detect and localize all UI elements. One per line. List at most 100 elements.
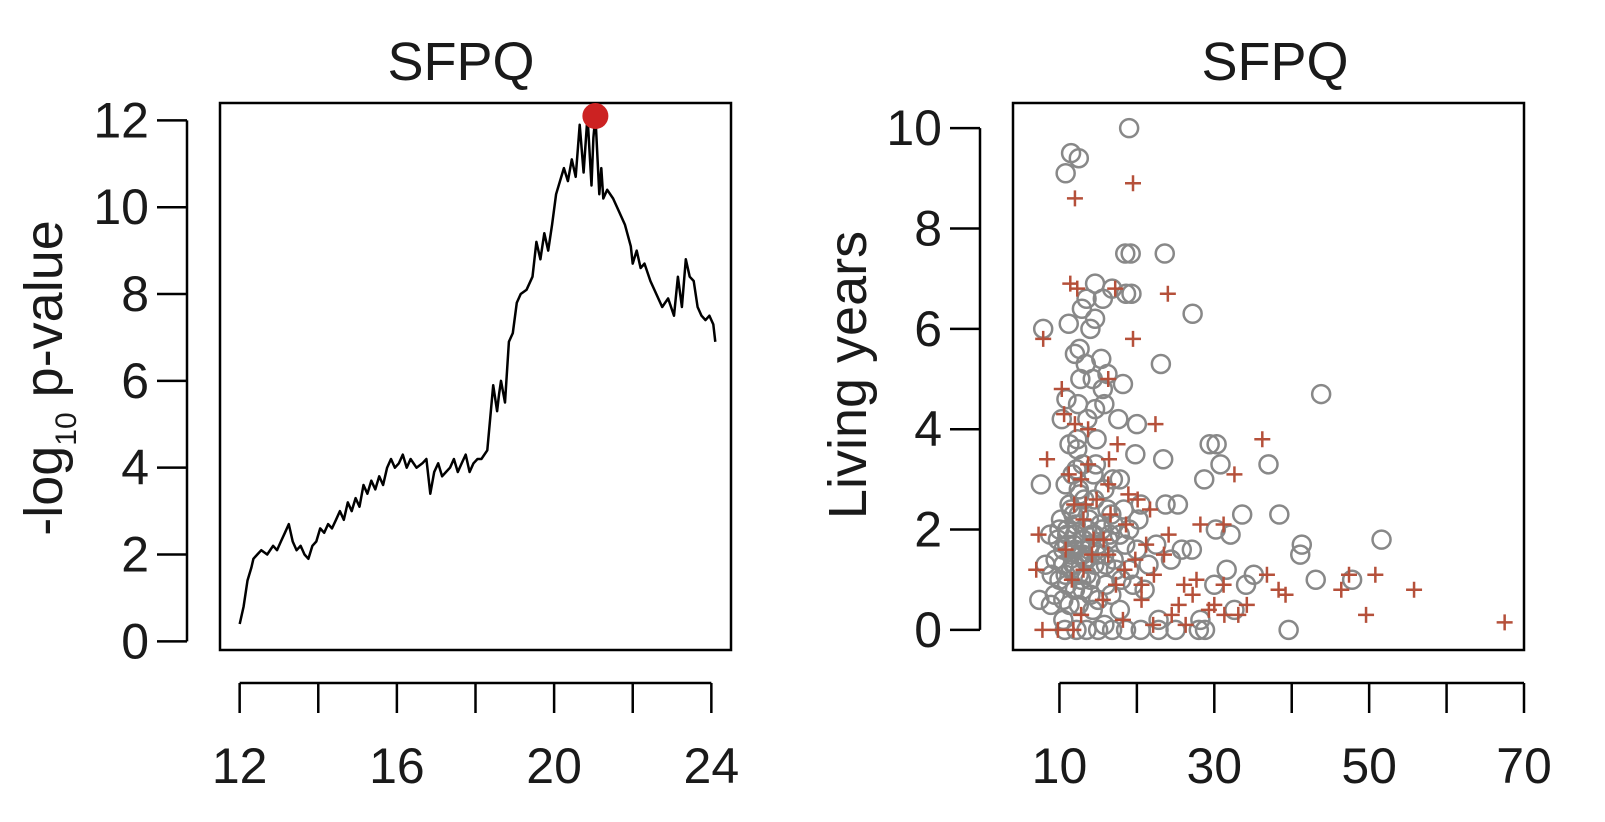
left-highlight-marker bbox=[582, 103, 609, 130]
scatter-point-plus bbox=[1367, 566, 1384, 583]
scatter-point-circle bbox=[1258, 454, 1279, 475]
scatter-point-plus bbox=[1226, 466, 1243, 483]
scatter-point-plus bbox=[1075, 511, 1092, 528]
scatter-point-circle bbox=[1118, 117, 1140, 139]
scatter-point-plus bbox=[1133, 591, 1150, 608]
scatter-point-plus bbox=[1170, 596, 1187, 613]
scatter-point-circle bbox=[1101, 619, 1123, 641]
scatter-point-circle bbox=[1194, 619, 1216, 641]
scatter-point-circle bbox=[1269, 504, 1290, 525]
left-y-axis: 0 2 4 6 8 10 12 bbox=[93, 92, 189, 669]
scatter-point-circle bbox=[1115, 243, 1136, 264]
left-y-axis-label: -log10 p-value bbox=[14, 220, 83, 536]
scatter-point-circle bbox=[1071, 298, 1093, 320]
scatter-point-plus bbox=[1133, 576, 1150, 593]
scatter-point-plus bbox=[1184, 586, 1201, 603]
right-x-axis: 10 30 50 70 bbox=[1032, 681, 1552, 794]
left-x-axis: 12 16 20 24 bbox=[212, 681, 739, 794]
scatter-point-plus bbox=[1215, 576, 1232, 593]
scatter-point-plus bbox=[1258, 566, 1275, 583]
left-x-tick-label: 20 bbox=[526, 738, 582, 794]
scatter-point-circle bbox=[1291, 534, 1313, 555]
scatter-point-circle bbox=[1109, 469, 1131, 490]
scatter-point-plus bbox=[1188, 571, 1205, 588]
right-scatter-points bbox=[1028, 117, 1513, 641]
scatter-point-plus bbox=[1083, 546, 1100, 563]
scatter-point-circle bbox=[1040, 594, 1062, 616]
scatter-point-plus bbox=[1053, 381, 1070, 398]
scatter-point-plus bbox=[1120, 486, 1137, 503]
left-x-tick-label: 12 bbox=[212, 738, 268, 794]
scatter-point-plus bbox=[1176, 576, 1193, 593]
scatter-point-plus bbox=[1069, 280, 1086, 297]
scatter-point-plus bbox=[1125, 330, 1142, 347]
left-y-tick-label: 8 bbox=[121, 266, 149, 322]
scatter-point-circle bbox=[1068, 564, 1090, 585]
scatter-point-circle bbox=[1058, 313, 1079, 335]
peak-point bbox=[582, 103, 609, 130]
scatter-point-circle bbox=[1278, 619, 1299, 641]
scatter-point-plus bbox=[1035, 330, 1052, 347]
right-y-tick-label: 0 bbox=[914, 602, 942, 658]
scatter-point-circle bbox=[1210, 454, 1231, 475]
scatter-point-plus bbox=[1341, 566, 1358, 583]
scatter-point-circle bbox=[1030, 474, 1052, 495]
scatter-point-plus bbox=[1073, 606, 1090, 623]
scatter-point-circle bbox=[1076, 564, 1097, 585]
left-plot-frame bbox=[218, 101, 733, 652]
scatter-point-circle bbox=[1305, 569, 1326, 590]
scatter-point-plus bbox=[1101, 451, 1118, 468]
scatter-point-plus bbox=[1077, 496, 1094, 513]
scatter-point-plus bbox=[1118, 516, 1135, 533]
scatter-point-circle bbox=[1341, 569, 1363, 590]
scatter-point-plus bbox=[1080, 421, 1097, 438]
scatter-point-plus bbox=[1107, 280, 1124, 297]
scatter-point-circle bbox=[1310, 383, 1332, 405]
scatter-point-plus bbox=[1116, 561, 1133, 578]
scatter-point-plus bbox=[1100, 546, 1117, 563]
scatter-point-circle bbox=[1076, 288, 1097, 309]
scatter-point-circle bbox=[1084, 308, 1106, 330]
scatter-point-circle bbox=[1126, 413, 1148, 435]
scatter-point-plus bbox=[1088, 491, 1105, 508]
scatter-point-circle bbox=[1235, 574, 1257, 596]
scatter-point-circle bbox=[1056, 534, 1078, 555]
scatter-point-circle bbox=[1182, 303, 1203, 325]
scatter-point-circle bbox=[1150, 353, 1172, 375]
scatter-point-circle bbox=[1115, 283, 1137, 304]
scatter-point-circle bbox=[1199, 433, 1220, 455]
scatter-point-circle bbox=[1120, 243, 1141, 264]
scatter-point-circle bbox=[1167, 494, 1189, 515]
right-x-tick-label: 10 bbox=[1032, 738, 1088, 794]
scatter-point-circle bbox=[1050, 509, 1072, 530]
right-plot-frame bbox=[1011, 101, 1526, 652]
scatter-point-plus bbox=[1034, 621, 1051, 638]
scatter-point-plus bbox=[1216, 606, 1233, 623]
scatter-point-circle bbox=[1148, 609, 1169, 631]
scatter-point-circle bbox=[1070, 368, 1091, 390]
scatter-point-plus bbox=[1075, 561, 1092, 578]
scatter-point-plus bbox=[1163, 606, 1180, 623]
scatter-point-plus bbox=[1254, 431, 1271, 448]
scatter-point-circle bbox=[1086, 428, 1107, 450]
scatter-point-circle bbox=[1068, 147, 1090, 169]
scatter-point-circle bbox=[1064, 343, 1086, 365]
scatter-point-plus bbox=[1028, 561, 1045, 578]
right-x-tick-label: 70 bbox=[1496, 738, 1552, 794]
scatter-point-circle bbox=[1125, 444, 1146, 465]
right-x-tick-label: 30 bbox=[1186, 738, 1242, 794]
left-y-tick-label: 4 bbox=[121, 440, 149, 496]
scatter-point-plus bbox=[1102, 506, 1119, 523]
scatter-point-circle bbox=[1224, 599, 1245, 621]
scatter-point-circle bbox=[1165, 619, 1186, 641]
scatter-point-plus bbox=[1333, 581, 1350, 598]
left-y-tick-label: 10 bbox=[93, 179, 149, 235]
scatter-point-plus bbox=[1177, 616, 1194, 633]
scatter-point-plus bbox=[1065, 621, 1082, 638]
scatter-point-plus bbox=[1192, 516, 1209, 533]
scatter-point-plus bbox=[1100, 371, 1117, 388]
scatter-point-circle bbox=[1134, 579, 1155, 601]
left-y-tick-label: 12 bbox=[93, 92, 149, 148]
